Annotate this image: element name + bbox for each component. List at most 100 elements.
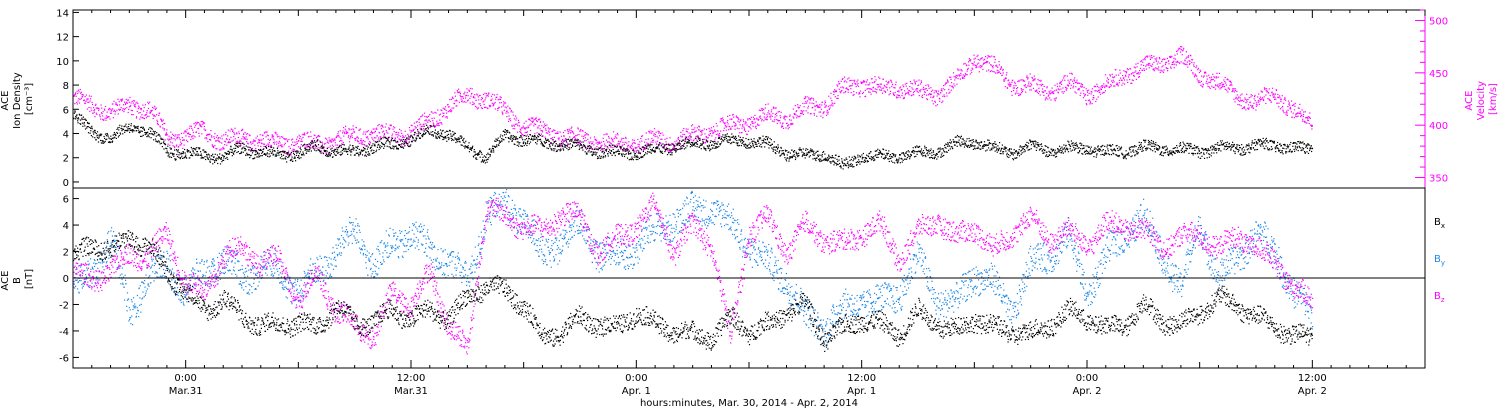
density-series-point — [386, 145, 388, 147]
velocity-series-point — [157, 121, 159, 123]
velocity-series-point — [548, 128, 550, 130]
density-series-point — [522, 142, 524, 145]
density-series-point — [74, 118, 77, 120]
velocity-series-point — [1154, 58, 1156, 60]
density-series-point — [399, 144, 401, 146]
density-series-point — [141, 130, 143, 132]
density-series-point — [130, 129, 132, 131]
velocity-series-point — [871, 82, 873, 84]
density-series-point — [516, 144, 518, 146]
velocity-series-point — [1060, 88, 1062, 90]
velocity-series-point — [1043, 85, 1045, 87]
density-series-point — [679, 140, 681, 142]
density-series-point — [426, 130, 429, 132]
velocity-series-point — [185, 135, 187, 137]
velocity-series-point — [832, 103, 834, 105]
velocity-series-point — [220, 148, 222, 150]
velocity-series-point — [639, 141, 641, 143]
density-series-point — [91, 127, 93, 129]
velocity-series-point — [851, 85, 853, 87]
density-series-point — [706, 145, 708, 147]
velocity-series-point — [994, 58, 996, 61]
velocity-series-point — [724, 125, 727, 127]
velocity-series-point — [799, 115, 801, 117]
velocity-series-point — [1106, 85, 1108, 87]
density-series-point — [113, 133, 115, 135]
density-series-point — [304, 147, 306, 149]
density-series-point — [86, 127, 88, 129]
density-series-point — [482, 159, 484, 161]
velocity-series-point — [983, 62, 985, 64]
velocity-series-point — [841, 78, 843, 80]
density-series-point — [571, 144, 574, 146]
density-series-point — [556, 150, 558, 152]
velocity-series-point — [786, 122, 788, 124]
density-series-point — [665, 144, 667, 146]
velocity-series-point — [859, 96, 861, 98]
velocity-series-point — [833, 93, 835, 96]
velocity-series-point — [600, 146, 602, 148]
velocity-series-point — [524, 131, 526, 134]
velocity-series-point — [962, 76, 964, 78]
velocity-series-point — [154, 108, 157, 111]
velocity-series-point — [325, 152, 327, 155]
velocity-series-point — [454, 95, 456, 97]
density-series-point — [499, 136, 501, 138]
velocity-series-point — [1186, 63, 1188, 66]
velocity-series-point — [95, 107, 97, 109]
density-series-point — [276, 152, 278, 154]
velocity-series-point — [317, 135, 319, 137]
velocity-series-point — [91, 101, 93, 103]
density-series-point — [186, 157, 188, 159]
velocity-series-point — [1265, 94, 1267, 96]
density-series-point — [451, 135, 453, 137]
density-series-point — [381, 142, 383, 144]
velocity-series-point — [390, 125, 392, 127]
density-series-point — [459, 137, 461, 139]
density-series-point — [677, 143, 679, 145]
velocity-series-point — [1206, 75, 1208, 77]
velocity-series-point — [632, 142, 634, 144]
density-series-point — [340, 154, 342, 156]
velocity-series-point — [1093, 95, 1095, 97]
velocity-series-point — [473, 103, 475, 105]
velocity-series-point — [154, 105, 156, 107]
density-series-point — [612, 144, 614, 146]
velocity-series-point — [863, 80, 865, 82]
velocity-series-point — [214, 133, 216, 135]
velocity-series-point — [1216, 77, 1218, 79]
velocity-series-point — [992, 67, 994, 69]
density-series-point — [321, 147, 323, 149]
density-series-point — [111, 137, 113, 140]
velocity-series-point — [203, 128, 205, 130]
velocity-series-point — [980, 66, 982, 69]
velocity-series-point — [1159, 62, 1161, 64]
velocity-series-point — [172, 145, 174, 147]
velocity-series-point — [1194, 75, 1196, 77]
velocity-series-point — [664, 138, 666, 140]
density-series-point — [441, 130, 443, 132]
velocity-series-point — [1274, 96, 1276, 99]
velocity-series-point — [599, 142, 601, 144]
velocity-series-point — [967, 67, 969, 69]
density-series-point — [621, 153, 623, 155]
velocity-series-point — [1229, 84, 1231, 86]
velocity-series-point — [85, 100, 87, 102]
velocity-series-point — [1153, 55, 1155, 57]
velocity-series-point — [926, 99, 929, 101]
velocity-series-point — [510, 110, 512, 112]
velocity-series-point — [584, 131, 586, 134]
velocity-series-point — [1002, 69, 1004, 71]
velocity-series-point — [813, 103, 815, 105]
velocity-series-point — [771, 115, 773, 117]
velocity-series-point — [264, 131, 266, 133]
density-series-point — [491, 151, 493, 153]
velocity-series-point — [265, 136, 267, 138]
density-series-point — [499, 141, 502, 143]
density-series-point — [598, 155, 601, 157]
velocity-series-point — [407, 133, 409, 135]
velocity-series-point — [1073, 79, 1075, 81]
velocity-series-point — [976, 63, 978, 65]
velocity-series-point — [503, 103, 505, 105]
velocity-series-point — [191, 136, 193, 138]
